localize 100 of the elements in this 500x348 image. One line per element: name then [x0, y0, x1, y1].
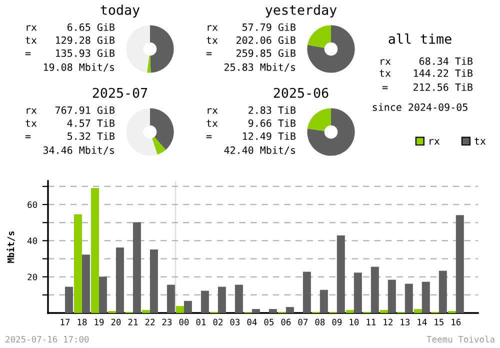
donut-slice [126, 108, 158, 156]
donut-slice [152, 137, 166, 155]
bar [234, 284, 243, 313]
x-tick-label: 04 [247, 318, 257, 326]
bar [176, 306, 184, 313]
bar [336, 235, 345, 313]
text: 68.34 TiB [419, 57, 473, 65]
bar [320, 290, 328, 313]
bar [302, 272, 311, 313]
x-tick-label: 16 [452, 318, 461, 326]
text: tx [206, 36, 218, 44]
text: 9.66 TiB [248, 119, 296, 127]
bar [74, 214, 82, 313]
x-tick-label: 21 [128, 318, 138, 326]
text: 144.22 TiB [414, 69, 473, 77]
donut-slice [307, 108, 331, 132]
x-tick-label: 09 [332, 318, 342, 326]
bar [150, 250, 158, 313]
text: 25.83 Mbit/s [224, 63, 296, 72]
x-tick-label: 08 [315, 318, 325, 326]
x-tick-label: 22 [145, 318, 154, 326]
bar [404, 284, 413, 313]
x-tick-label: 11 [366, 318, 376, 326]
donut-slice [147, 56, 151, 73]
chart-title: 2025-06 [274, 88, 328, 98]
y-tick-label: 40 [27, 238, 38, 244]
bar [116, 248, 124, 313]
text: 259.85 GiB [236, 49, 296, 57]
text: 6.65 GiB [67, 23, 115, 31]
bar [380, 310, 388, 313]
y-tick-label: 60 [28, 201, 38, 208]
text: rx [208, 108, 218, 114]
x-tick-label: 03 [230, 318, 240, 326]
legend-label: tx [474, 138, 486, 145]
x-tick-label: 07 [298, 318, 308, 326]
text: tx [26, 120, 37, 127]
text: tx [26, 36, 37, 44]
chart-title: yesterday [266, 4, 337, 18]
donut-slice [307, 108, 355, 156]
text: tx [206, 120, 218, 127]
text: 19.08 Mbit/s [44, 63, 114, 72]
text: = [206, 135, 212, 138]
bar [218, 286, 226, 313]
bar [354, 272, 362, 313]
bar [268, 309, 277, 313]
bar [438, 270, 447, 313]
text: 129.28 GiB [56, 36, 115, 44]
x-tick-label: 10 [350, 318, 359, 326]
text: 12.49 TiB [243, 132, 296, 140]
x-tick-label: 00 [179, 318, 189, 326]
y-tick-label: 20 [28, 274, 38, 280]
bar [132, 222, 141, 313]
donut-slice [150, 25, 174, 73]
x-tick-label: 23 [162, 318, 172, 326]
donut-slice [126, 25, 150, 73]
text: 4.57 TiB [67, 119, 115, 127]
x-tick-label: 12 [384, 318, 392, 326]
x-tick-label: 02 [213, 318, 222, 326]
text: rx [208, 25, 218, 31]
bar [91, 188, 99, 313]
x-tick-label: 06 [281, 318, 291, 326]
bar [82, 254, 90, 313]
text: 767.91 GiB [55, 106, 115, 114]
bar [370, 266, 379, 313]
bar [286, 307, 294, 313]
text: 5.32 TiB [68, 132, 115, 140]
legend-label: rx [430, 139, 440, 145]
x-tick-label: 01 [196, 318, 206, 326]
x-tick-label: 17 [60, 318, 70, 326]
x-tick-label: 19 [94, 318, 104, 326]
bar [184, 300, 192, 313]
x-tick-label: 15 [434, 318, 444, 326]
bar [346, 310, 354, 313]
bar [456, 215, 464, 313]
bar [142, 310, 150, 313]
text: = [25, 135, 31, 138]
x-tick-label: 14 [418, 318, 427, 326]
text: = [25, 52, 31, 56]
chart-title: today [100, 4, 140, 18]
text: Teemu Toivola [426, 336, 494, 343]
text: 135.93 GiB [56, 49, 115, 57]
text: tx [380, 70, 391, 77]
text: rx [26, 108, 37, 114]
donut-slice [307, 25, 355, 73]
text: 2025-07-16 17:00 [6, 336, 89, 343]
bar [252, 309, 260, 313]
text: rx [380, 59, 391, 65]
bar [98, 276, 107, 313]
bar [166, 284, 175, 313]
bar [64, 286, 73, 313]
bar [200, 290, 209, 313]
text: 2.83 TiB [248, 106, 296, 114]
text: since 2024-09-05 [372, 103, 468, 111]
text: all time [388, 34, 452, 44]
text: rx [26, 25, 37, 31]
y-axis-title: Mbit/s [6, 231, 15, 263]
x-tick-label: 20 [111, 318, 121, 326]
text: = [206, 52, 212, 56]
x-tick-label: 18 [78, 318, 87, 326]
donut-slice [308, 25, 331, 48]
